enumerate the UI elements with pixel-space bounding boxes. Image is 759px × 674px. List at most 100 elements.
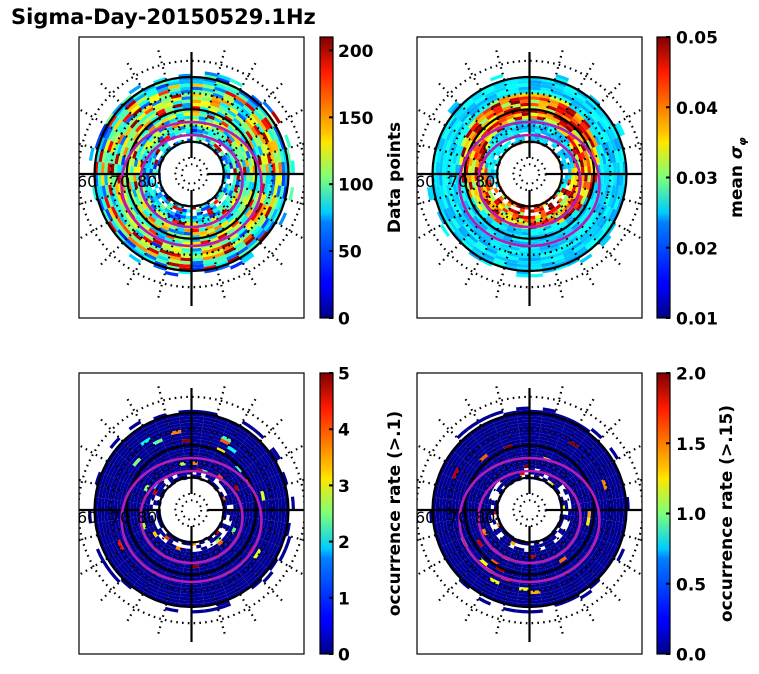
heatmap-bin: [156, 590, 169, 598]
heatmap-bin: [529, 254, 541, 259]
heatmap-bin: [147, 135, 155, 143]
oval-contour-2: [477, 133, 582, 229]
heatmap-bin: [577, 123, 586, 133]
heatmap-bin: [539, 248, 551, 255]
heatmap-bin: [558, 556, 567, 564]
heatmap-bin: [191, 586, 203, 591]
heatmap-bin: [226, 125, 235, 133]
heatmap-bin: [448, 219, 458, 232]
heatmap-bin: [496, 587, 508, 595]
heatmap-bin: [521, 112, 530, 117]
heatmap-bin: [132, 206, 141, 216]
heatmap-bin: [473, 487, 479, 496]
heatmap-bin: [113, 174, 118, 185]
heatmap-bin: [149, 190, 156, 197]
heatmap-bin: [128, 420, 142, 431]
mlt-line-dotted: [202, 184, 284, 267]
heatmap-bin: [245, 174, 250, 182]
heatmap-bin: [113, 194, 120, 205]
heatmap-bin: [223, 537, 230, 545]
heatmap-bin: [219, 150, 226, 157]
heatmap-bin: [244, 181, 250, 190]
heatmap-bin: [160, 560, 170, 567]
heatmap-bin: [483, 122, 493, 131]
heatmap-bin: [560, 432, 572, 440]
heatmap-bin: [222, 187, 228, 194]
heatmap-bin: [154, 544, 162, 552]
heatmap-bin: [529, 593, 541, 598]
heatmap-bin: [538, 436, 549, 442]
heatmap-bin: [509, 581, 520, 587]
heatmap-bin: [214, 467, 222, 475]
heatmap-bin: [452, 441, 464, 453]
heatmap-bin: [442, 498, 447, 510]
heatmap-bin: [233, 510, 237, 516]
heatmap-bin: [476, 203, 484, 212]
heatmap-bin: [184, 558, 192, 562]
heatmap-bin: [541, 127, 549, 133]
mlt-line-dotted: [204, 181, 304, 240]
heatmap-bin: [610, 532, 617, 545]
heatmap-bin: [155, 444, 166, 452]
heatmap-bin: [236, 174, 240, 181]
heatmap-bin: [107, 140, 114, 153]
heatmap-bin: [455, 500, 459, 510]
heatmap-bin: [585, 494, 591, 503]
heatmap-bin: [160, 146, 167, 153]
heatmap-bin: [149, 480, 156, 488]
heatmap-bin: [160, 548, 168, 555]
heatmap-bin: [257, 567, 269, 579]
heatmap-bin: [442, 532, 449, 545]
heatmap-bin: [513, 230, 522, 235]
heatmap-bin: [183, 228, 192, 233]
heatmap-bin: [104, 487, 111, 500]
heatmap-bin: [110, 130, 119, 142]
heatmap-bin: [274, 174, 279, 186]
heatmap-bin: [249, 501, 253, 510]
heatmap-bin: [493, 419, 507, 427]
heatmap-bin: [191, 86, 203, 91]
heatmap-bin: [180, 257, 192, 262]
heatmap-bin: [539, 584, 551, 591]
heatmap-bin: [143, 555, 153, 564]
heatmap-bin: [225, 163, 230, 170]
mlt-line-dotted: [198, 187, 258, 287]
heatmap-bin: [467, 119, 477, 129]
heatmap-bin: [155, 419, 169, 427]
heatmap-bin: [191, 228, 200, 233]
heatmap-bin: [228, 135, 236, 143]
heatmap-bin: [241, 121, 251, 131]
heatmap-bin: [144, 87, 157, 96]
heatmap-bin: [237, 539, 245, 548]
heatmap-bin: [502, 143, 508, 149]
heatmap-bin: [245, 130, 254, 141]
heatmap-bin: [147, 246, 160, 255]
heatmap-bin: [172, 215, 180, 221]
heatmap-bin: [209, 538, 216, 544]
heatmap-bin: [258, 456, 268, 468]
heatmap-bin: [161, 467, 169, 475]
heatmap-bin: [547, 476, 554, 482]
mlt-line-dotted: [99, 81, 181, 164]
heatmap-bin: [224, 426, 237, 435]
heatmap-bin: [540, 84, 553, 90]
heatmap-bin: [268, 174, 273, 185]
heatmap-bin: [490, 438, 502, 446]
heatmap-bin: [160, 195, 167, 202]
heatmap-bin: [146, 174, 150, 180]
heatmap-bin: [467, 466, 476, 477]
heatmap-bin: [488, 561, 498, 569]
heatmap-bin: [104, 475, 111, 488]
heatmap-bin: [568, 103, 579, 113]
heatmap-bin: [110, 141, 117, 154]
heatmap-bin: [113, 454, 123, 467]
heatmap-bin: [203, 215, 211, 221]
heatmap-bin: [167, 227, 177, 234]
heatmap-bin: [264, 130, 273, 142]
heatmap-bin: [121, 548, 130, 560]
heatmap-bin: [565, 109, 575, 118]
heatmap-bin: [522, 558, 530, 562]
heatmap-bin: [152, 117, 161, 126]
heatmap-bin: [549, 431, 561, 439]
heatmap-bin: [564, 551, 573, 559]
